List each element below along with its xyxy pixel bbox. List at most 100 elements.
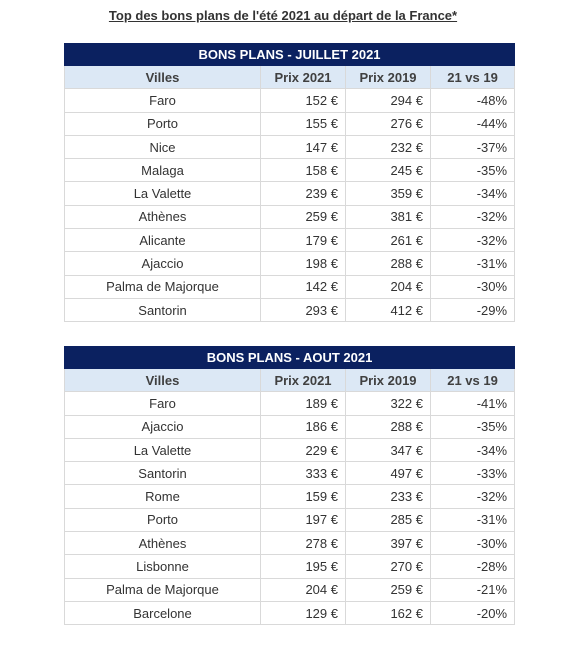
- cell: 158 €: [260, 158, 346, 183]
- cell: Porto: [64, 111, 261, 136]
- cell: Malaga: [64, 158, 261, 183]
- cell: 152 €: [260, 88, 346, 113]
- table-title: BONS PLANS - JUILLET 2021: [63, 43, 516, 66]
- column-header: Prix 2021: [260, 64, 346, 90]
- cell: -34%: [429, 437, 516, 463]
- cell: 261 €: [345, 228, 431, 253]
- cell: 162 €: [345, 600, 431, 626]
- cell: 197 €: [260, 507, 346, 533]
- cell: 288 €: [345, 414, 431, 439]
- table-row: Faro 152 €294 € -48%: [64, 88, 516, 113]
- cell: -48%: [429, 88, 516, 113]
- cell: 129 €: [260, 600, 346, 626]
- table: BONS PLANS - AOUT 2021 Villes Prix 2021 Pri…: [63, 346, 516, 626]
- column-header: Prix 2021: [260, 367, 346, 393]
- cell: 270 €: [345, 554, 431, 579]
- cell: 155 €: [260, 111, 346, 136]
- cell: -31%: [429, 251, 516, 276]
- cell: 195 €: [260, 554, 346, 579]
- cell: 497 €: [345, 461, 431, 486]
- table-row: Ajaccio 186 €288 € -35%: [64, 414, 516, 439]
- cell: Barcelone: [64, 600, 261, 626]
- table-row: Porto 197 €285 € -31%: [64, 507, 516, 533]
- cell: 204 €: [260, 577, 346, 602]
- table-row: La Valette 239 €359 € -34%: [64, 181, 516, 206]
- cell: 412 €: [345, 297, 431, 323]
- cell: -29%: [429, 297, 516, 323]
- cell: 293 €: [260, 297, 346, 323]
- table-row: Alicante 179 €261 € -32%: [64, 228, 516, 253]
- cell: 159 €: [260, 484, 346, 509]
- cell: Faro: [64, 391, 261, 416]
- cell: -21%: [429, 577, 516, 602]
- table-row: Malaga 158 €245 € -35%: [64, 158, 516, 183]
- cell: -33%: [429, 461, 516, 486]
- cell: Palma de Majorque: [64, 274, 261, 299]
- table-row: Palma de Majorque 142 €204 € -30%: [64, 274, 516, 299]
- table-row: Nice 147 €232 € -37%: [64, 134, 516, 160]
- cell: Nice: [64, 134, 261, 160]
- cell: 179 €: [260, 228, 346, 253]
- table-row: Barcelone 129 €162 € -20%: [64, 600, 516, 626]
- column-header: Prix 2019: [345, 64, 431, 90]
- cell: La Valette: [64, 181, 261, 206]
- cell: 245 €: [345, 158, 431, 183]
- cell: 288 €: [345, 251, 431, 276]
- column-header: Villes: [64, 367, 261, 393]
- cell: 198 €: [260, 251, 346, 276]
- cell: 259 €: [260, 204, 346, 230]
- cell: Athènes: [64, 531, 261, 556]
- cell: Athènes: [64, 204, 261, 230]
- table-row: Palma de Majorque 204 €259 € -21%: [64, 577, 516, 602]
- cell: -37%: [429, 134, 516, 160]
- cell: 204 €: [345, 274, 431, 299]
- table-title: BONS PLANS - AOUT 2021: [63, 346, 516, 369]
- cell: 142 €: [260, 274, 346, 299]
- cell: -31%: [429, 507, 516, 533]
- table-row: Lisbonne 195 €270 € -28%: [64, 554, 516, 579]
- cell: 347 €: [345, 437, 431, 463]
- cell: 232 €: [345, 134, 431, 160]
- cell: 285 €: [345, 507, 431, 533]
- cell: -41%: [429, 391, 516, 416]
- table-row: Porto 155 €276 € -44%: [64, 111, 516, 136]
- cell: -32%: [429, 204, 516, 230]
- table-row: La Valette 229 €347 € -34%: [64, 437, 516, 463]
- cell: -32%: [429, 484, 516, 509]
- table: BONS PLANS - JUILLET 2021 Villes Prix 2021…: [63, 43, 516, 323]
- header-row: Villes Prix 2021 Prix 2019 21 vs 19: [64, 64, 516, 90]
- table-row: Santorin 333 €497 € -33%: [64, 461, 516, 486]
- cell: -44%: [429, 111, 516, 136]
- cell: 359 €: [345, 181, 431, 206]
- cell: -20%: [429, 600, 516, 626]
- cell: -30%: [429, 274, 516, 299]
- cell: -30%: [429, 531, 516, 556]
- cell: Ajaccio: [64, 414, 261, 439]
- column-header: Villes: [64, 64, 261, 90]
- table-row: Santorin 293 €412 € -29%: [64, 297, 516, 323]
- cell: 333 €: [260, 461, 346, 486]
- cell: 381 €: [345, 204, 431, 230]
- table-row: Ajaccio 198 €288 € -31%: [64, 251, 516, 276]
- table-row: Athènes 278 €397 € -30%: [64, 531, 516, 556]
- column-header: 21 vs 19: [429, 367, 516, 393]
- cell: 322 €: [345, 391, 431, 416]
- column-header: 21 vs 19: [429, 64, 516, 90]
- cell: 147 €: [260, 134, 346, 160]
- header-row: Villes Prix 2021 Prix 2019 21 vs 19: [64, 367, 516, 393]
- cell: Palma de Majorque: [64, 577, 261, 602]
- cell: 278 €: [260, 531, 346, 556]
- table-row: Faro 189 €322 € -41%: [64, 391, 516, 416]
- page-title: Top des bons plans de l'été 2021 au dépa…: [108, 8, 458, 23]
- cell: Porto: [64, 507, 261, 533]
- caption-row: BONS PLANS - JUILLET 2021: [63, 43, 516, 66]
- cell: Rome: [64, 484, 261, 509]
- cell: 189 €: [260, 391, 346, 416]
- cell: La Valette: [64, 437, 261, 463]
- cell: Alicante: [64, 228, 261, 253]
- caption-row: BONS PLANS - AOUT 2021: [63, 346, 516, 369]
- cell: -32%: [429, 228, 516, 253]
- cell: 229 €: [260, 437, 346, 463]
- cell: -35%: [429, 414, 516, 439]
